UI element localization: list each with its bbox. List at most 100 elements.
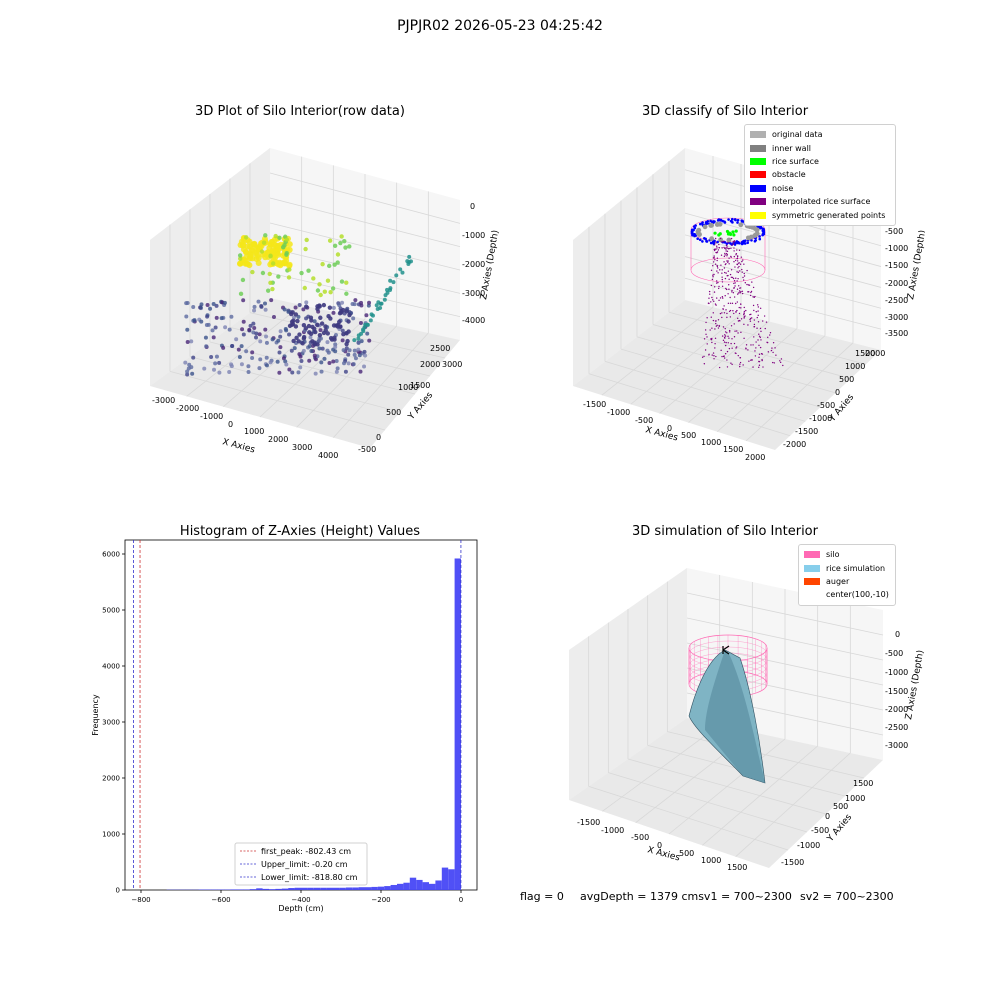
classified-point xyxy=(708,290,711,293)
plot-area xyxy=(124,539,478,891)
classified-point xyxy=(718,243,720,246)
classified-point xyxy=(706,343,708,345)
classified-point xyxy=(721,296,724,298)
classified-point xyxy=(712,352,715,354)
scatter-point xyxy=(358,369,363,374)
scatter-point xyxy=(239,344,244,349)
classified-point xyxy=(735,347,737,349)
scatter-point xyxy=(362,364,367,369)
scatter-point xyxy=(343,369,348,374)
classified-point xyxy=(713,355,715,357)
classified-point xyxy=(747,284,750,286)
scatter-point xyxy=(328,316,333,321)
classified-point xyxy=(754,238,758,242)
scatter-point xyxy=(335,366,340,371)
scatter-point xyxy=(347,312,352,318)
scatter-point xyxy=(302,285,308,291)
scatter-point xyxy=(335,260,340,265)
scatter-point xyxy=(185,369,190,374)
scatter-point xyxy=(394,273,399,278)
scatter-point xyxy=(306,323,312,329)
classified-point xyxy=(717,249,720,251)
scatter-point xyxy=(189,339,194,344)
scatter-point xyxy=(318,328,323,333)
classified-point xyxy=(740,291,742,293)
scatter-point xyxy=(385,287,390,292)
scatter-point xyxy=(238,291,244,297)
x-tick: -2000 xyxy=(176,404,199,413)
histogram-bar xyxy=(397,883,404,890)
classified-point xyxy=(743,242,747,245)
z-tick: 0 xyxy=(470,202,475,211)
scatter-point xyxy=(241,298,246,303)
scatter-point xyxy=(352,338,357,343)
grid-line xyxy=(588,785,789,851)
scatter-point xyxy=(356,340,361,345)
scatter-point xyxy=(281,356,286,361)
scatter-point xyxy=(264,363,269,368)
classified-point xyxy=(728,257,730,259)
simulation-3d-plot: -1500 -1000 -500 0 500 1000 1500 -1500 -… xyxy=(569,568,925,872)
scatter-point xyxy=(317,282,322,287)
classified-point xyxy=(709,219,712,223)
grid-line xyxy=(269,272,461,318)
classified-point xyxy=(772,351,774,354)
classified-point xyxy=(712,274,714,276)
classified-point xyxy=(731,221,734,224)
scatter-point xyxy=(362,349,367,354)
classified-point xyxy=(736,263,738,265)
axis-ticks: -1500 -1000 -500 0 500 1000 1500 -1500 -… xyxy=(577,630,908,872)
classified-point xyxy=(734,259,737,262)
scatter-point xyxy=(203,335,208,340)
classified-point xyxy=(714,222,720,227)
scatter-point xyxy=(367,338,372,343)
classified-point xyxy=(758,335,761,337)
classified-point xyxy=(772,361,774,364)
scatter-point xyxy=(321,330,327,336)
x-tick: 1500 xyxy=(723,445,743,454)
scatter-point xyxy=(304,237,309,243)
scatter-point xyxy=(278,329,283,334)
y-tick: -500 xyxy=(817,401,835,410)
y-tick: -2000 xyxy=(783,440,806,449)
scatter-point xyxy=(286,275,292,280)
scatter-point xyxy=(301,348,306,353)
histogram-bar xyxy=(313,887,321,890)
classified-point xyxy=(721,316,723,319)
classified-point xyxy=(737,354,739,357)
classified-point xyxy=(723,261,725,263)
scatter-point xyxy=(352,352,357,357)
legend-label: interpolated rice surface xyxy=(772,197,871,207)
scatter-point xyxy=(276,274,281,279)
scatter-point xyxy=(247,327,252,332)
classified-point xyxy=(704,329,707,331)
grid-line xyxy=(717,335,826,433)
scatter-point xyxy=(344,346,349,351)
scatter-point xyxy=(268,253,273,258)
classified-point xyxy=(737,332,739,334)
y-tick-label: 4000 xyxy=(102,663,120,671)
classified-point xyxy=(724,335,727,337)
scatter-point xyxy=(246,238,253,245)
scatter-point xyxy=(213,325,218,330)
classified-point xyxy=(730,237,733,240)
scatter-point xyxy=(290,370,295,375)
legend-swatch xyxy=(804,591,820,598)
grid-line xyxy=(684,234,882,288)
scatter-point xyxy=(332,243,338,248)
scatter-point xyxy=(388,286,393,291)
classified-point xyxy=(706,317,708,319)
legend-label: symmetric generated points xyxy=(772,210,886,220)
histogram-bar xyxy=(390,884,397,890)
classified-point xyxy=(739,287,741,289)
classified-point xyxy=(713,273,715,276)
histogram-bar xyxy=(365,887,372,890)
scatter-point xyxy=(346,329,351,334)
classified-point xyxy=(726,253,728,256)
scatter-point xyxy=(269,298,274,303)
classified-point xyxy=(738,306,740,309)
scatter-point xyxy=(391,280,396,285)
classified-point xyxy=(730,256,732,258)
histogram-bar xyxy=(269,889,276,890)
classified-point xyxy=(721,247,723,249)
